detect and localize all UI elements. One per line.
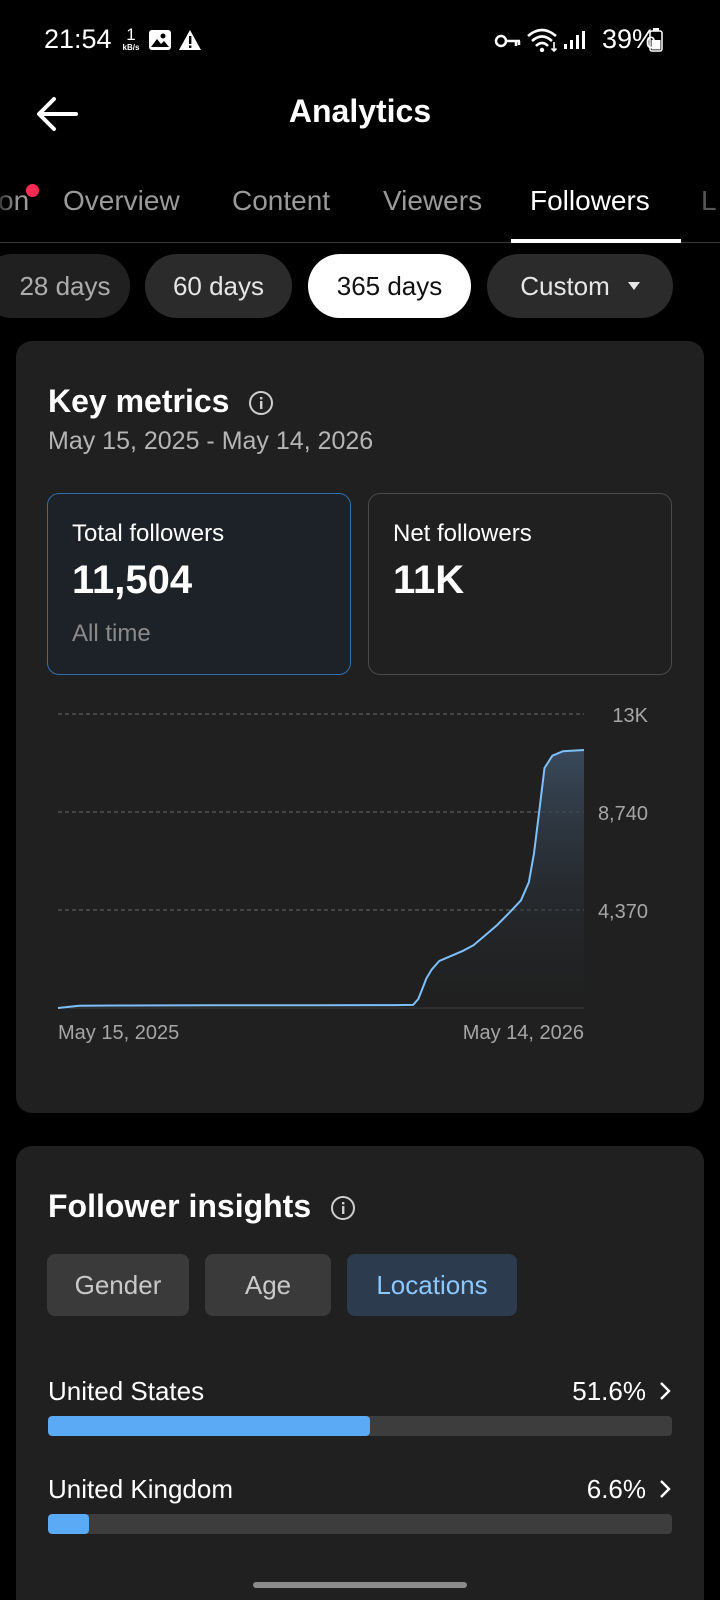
segment-locations[interactable]: Locations <box>347 1254 517 1316</box>
chip-365-days[interactable]: 365 days <box>308 254 471 318</box>
net-followers-label: Net followers <box>393 520 532 547</box>
segment-age[interactable]: Age <box>205 1254 331 1316</box>
location-bar <box>48 1514 672 1534</box>
net-followers-box[interactable]: Net followers 11K <box>368 493 672 675</box>
page-title: Analytics <box>288 93 432 129</box>
key-metrics-card: Key metrics May 15, 2025 - May 14, 2026 … <box>16 341 704 1113</box>
notification-dot <box>26 184 39 197</box>
chevron-right-icon <box>660 1480 671 1498</box>
tab-overview[interactable]: Overview <box>63 185 180 216</box>
location-bar-fill <box>48 1514 90 1534</box>
chip-custom-label: Custom <box>520 270 610 301</box>
location-bar <box>48 1416 672 1436</box>
total-followers-sub: All time <box>72 620 151 647</box>
net-followers-value: 11K <box>393 558 465 602</box>
info-icon[interactable] <box>248 390 274 416</box>
tabs-fade-left <box>0 170 18 242</box>
active-tab-indicator <box>511 239 681 243</box>
tab-followers[interactable]: Followers <box>530 185 650 216</box>
y-tick-label: 4,370 <box>598 901 648 923</box>
network-speed-value: 1 <box>126 25 136 44</box>
status-time: 21:54 <box>44 24 112 54</box>
image-icon <box>149 30 171 50</box>
date-range-label: May 15, 2025 - May 14, 2026 <box>48 427 374 455</box>
vpn-key-icon <box>494 34 521 48</box>
tab-content[interactable]: Content <box>232 185 331 216</box>
x-label-start: May 15, 2025 <box>58 1022 179 1044</box>
tab-partial-right[interactable]: L <box>701 185 717 216</box>
network-speed: 1 kB/s <box>118 26 144 52</box>
total-followers-box[interactable]: Total followers 11,504 All time <box>47 493 351 675</box>
total-followers-label: Total followers <box>72 520 225 547</box>
followers-area <box>58 750 584 1008</box>
signal-icon <box>564 31 585 49</box>
tab-viewers[interactable]: Viewers <box>383 185 483 216</box>
location-name: United Kingdom <box>48 1474 233 1504</box>
back-button[interactable] <box>30 88 82 140</box>
follower-insights-title: Follower insights <box>48 1188 312 1224</box>
key-metrics-title: Key metrics <box>48 383 230 419</box>
location-name: United States <box>48 1376 205 1406</box>
caret-down-icon <box>627 282 640 290</box>
arrow-left-icon <box>37 97 78 131</box>
chevron-right-icon <box>660 1382 671 1400</box>
segment-gender[interactable]: Gender <box>47 1254 189 1316</box>
location-percent: 51.6% <box>572 1376 646 1406</box>
location-row-uk[interactable]: United Kingdom 6.6% <box>48 1474 672 1538</box>
location-percent: 6.6% <box>586 1474 646 1504</box>
y-tick-label: 13K <box>612 705 648 727</box>
followers-chart: 13K 8,740 4,370 May 15, 2025 May 14, 2026 <box>57 705 649 1044</box>
total-followers-value: 11,504 <box>72 558 193 602</box>
gesture-nav-handle[interactable] <box>253 1582 467 1588</box>
warning-icon <box>179 30 201 50</box>
location-row-us[interactable]: United States 51.6% <box>48 1376 672 1440</box>
info-icon[interactable] <box>330 1195 356 1221</box>
wifi-icon <box>527 28 558 53</box>
chip-60-days[interactable]: 60 days <box>145 254 292 318</box>
chip-custom[interactable]: Custom <box>487 254 673 318</box>
date-range-chips: 28 days 60 days 365 days Custom <box>0 254 720 318</box>
followers-line <box>57 749 585 1009</box>
battery-percent: 39% <box>602 24 657 54</box>
chip-28-days[interactable]: 28 days <box>0 254 130 318</box>
follower-insights-card: Follower insights Gender Age Locations U… <box>16 1146 704 1600</box>
location-bar-fill <box>48 1416 370 1436</box>
status-bar: 21:54 1 kB/s 39% <box>0 0 720 80</box>
x-label-end: May 14, 2026 <box>463 1022 584 1044</box>
y-tick-label: 8,740 <box>598 803 648 825</box>
analytics-tabs: on Overview Content Viewers Followers L <box>0 170 720 243</box>
network-speed-unit: kB/s <box>122 43 140 52</box>
battery-icon <box>649 28 663 52</box>
